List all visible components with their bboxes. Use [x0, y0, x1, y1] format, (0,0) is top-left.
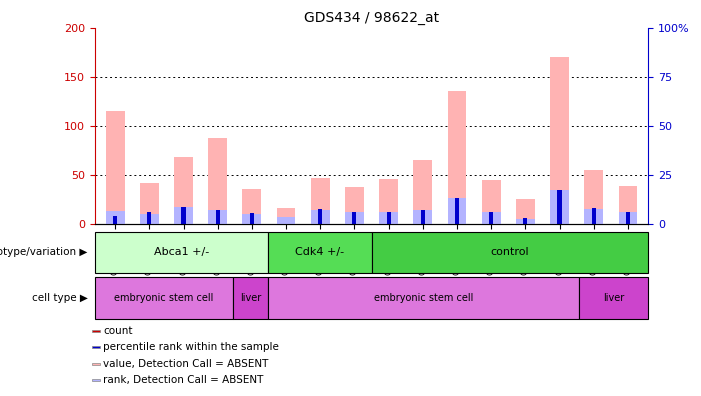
Text: embryonic stem cell: embryonic stem cell	[374, 293, 473, 303]
Bar	[113, 221, 117, 224]
Bar	[147, 212, 151, 224]
Text: value, Detection Call = ABSENT: value, Detection Call = ABSENT	[103, 358, 268, 369]
Bar	[448, 198, 466, 224]
Bar	[592, 208, 596, 224]
Bar	[448, 91, 466, 224]
Bar	[557, 190, 562, 224]
Bar	[268, 277, 579, 319]
Bar	[524, 218, 527, 224]
Text: liver: liver	[240, 293, 261, 303]
Bar	[277, 217, 295, 224]
Text: rank, Detection Call = ABSENT: rank, Detection Call = ABSENT	[103, 375, 264, 385]
Bar	[379, 212, 398, 224]
Bar	[140, 183, 158, 224]
Bar	[516, 199, 535, 224]
Bar	[174, 157, 193, 224]
Bar	[618, 187, 637, 224]
Bar	[113, 216, 117, 224]
Bar	[345, 212, 364, 224]
Bar	[516, 219, 535, 224]
Bar	[95, 277, 233, 319]
Bar	[386, 212, 390, 224]
Bar	[92, 346, 100, 348]
Bar	[550, 190, 569, 224]
Bar	[353, 212, 357, 224]
Bar	[243, 214, 261, 224]
Bar	[414, 160, 433, 224]
Text: count: count	[103, 326, 132, 336]
Bar	[482, 180, 501, 224]
Bar	[277, 208, 295, 224]
Bar	[379, 179, 398, 224]
Bar	[318, 209, 322, 224]
Bar	[106, 211, 125, 224]
Bar	[421, 210, 425, 224]
Bar	[243, 189, 261, 224]
Text: Cdk4 +/-: Cdk4 +/-	[295, 248, 344, 257]
Bar	[311, 210, 329, 224]
Bar	[489, 212, 494, 224]
Text: embryonic stem cell: embryonic stem cell	[114, 293, 214, 303]
Text: percentile rank within the sample: percentile rank within the sample	[103, 342, 279, 352]
Bar	[414, 210, 433, 224]
Bar	[92, 379, 100, 381]
Title: GDS434 / 98622_at: GDS434 / 98622_at	[304, 11, 439, 25]
Bar	[92, 330, 100, 332]
Bar	[208, 210, 227, 224]
Bar	[92, 363, 100, 365]
Bar	[174, 207, 193, 224]
Bar	[250, 213, 254, 224]
Text: Abca1 +/-: Abca1 +/-	[154, 248, 209, 257]
Bar	[626, 212, 630, 224]
Bar	[95, 232, 268, 273]
Bar	[268, 232, 372, 273]
Bar	[482, 212, 501, 224]
Bar	[585, 170, 603, 224]
Bar	[585, 209, 603, 224]
Text: liver: liver	[603, 293, 625, 303]
Bar	[372, 232, 648, 273]
Bar	[182, 207, 186, 224]
Bar	[208, 139, 227, 224]
Bar	[455, 198, 459, 224]
Text: control: control	[491, 248, 529, 257]
Bar	[233, 277, 268, 319]
Text: cell type ▶: cell type ▶	[32, 293, 88, 303]
Bar	[345, 187, 364, 224]
Bar	[311, 178, 329, 224]
Bar	[550, 57, 569, 224]
Text: genotype/variation ▶: genotype/variation ▶	[0, 248, 88, 257]
Bar	[618, 212, 637, 224]
Bar	[216, 210, 219, 224]
Bar	[579, 277, 648, 319]
Bar	[216, 222, 219, 224]
Bar	[106, 111, 125, 224]
Bar	[140, 214, 158, 224]
